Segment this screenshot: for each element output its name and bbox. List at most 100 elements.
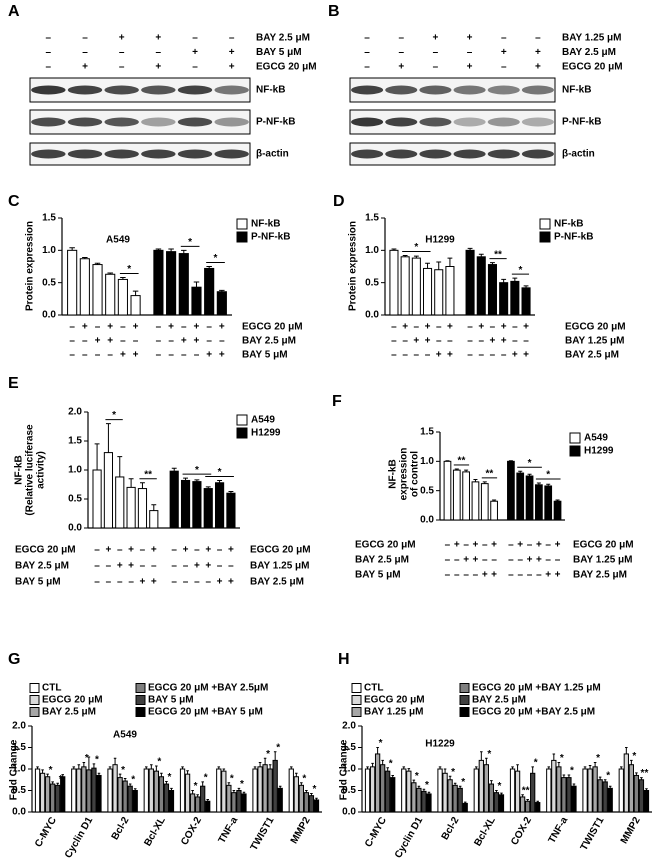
treatment-sign: + — [535, 47, 541, 58]
legend-label: BAY 5 μM — [148, 695, 194, 706]
x-tick-label: Cyclin D1 — [393, 815, 426, 860]
error-bar — [206, 799, 209, 802]
bar — [571, 785, 577, 813]
bar — [561, 777, 567, 813]
y-axis-label: Fold Change — [339, 739, 350, 800]
condition-label: BAY 1.25 μM — [250, 561, 309, 572]
x-tick-label: TWIST1 — [249, 815, 277, 853]
condition-label: BAY 2.5 μM — [565, 350, 619, 361]
bar — [364, 768, 371, 813]
bar — [267, 768, 273, 813]
error-bar — [94, 262, 101, 265]
error-bar — [145, 766, 148, 769]
error-bar — [151, 504, 157, 511]
significance-label: * — [85, 753, 89, 764]
error-bar — [386, 767, 389, 772]
condition-sign: – — [156, 336, 162, 347]
bar — [447, 779, 453, 813]
bar — [499, 282, 509, 316]
bar — [556, 766, 562, 813]
condition-sign: – — [545, 540, 551, 551]
condition-sign: – — [95, 350, 101, 361]
legend-label: CTL — [42, 683, 61, 694]
bar — [148, 768, 154, 813]
treatment-sign: + — [501, 47, 507, 58]
panel-letter: C — [8, 193, 20, 210]
bar — [91, 767, 97, 813]
treatment-sign: – — [82, 47, 88, 58]
band — [521, 149, 554, 159]
bar — [226, 492, 236, 529]
treatment-sign: + — [432, 33, 438, 44]
significance-label: * — [528, 458, 532, 469]
error-bar — [263, 757, 267, 765]
error-bar — [87, 756, 91, 770]
error-bar — [453, 782, 457, 786]
condition-sign: – — [133, 336, 139, 347]
error-bar — [196, 794, 199, 797]
condition-sign: + — [413, 336, 419, 347]
treatment-sign: – — [398, 33, 404, 44]
error-bar — [123, 777, 127, 782]
error-bar — [485, 757, 488, 765]
panel-letter: B — [328, 3, 340, 20]
y-tick-label: 0.0 — [12, 807, 26, 818]
legend-label: EGCG 20 μM +BAY 1.25 μM — [472, 683, 601, 694]
condition-sign: + — [181, 336, 187, 347]
significance-label: ** — [144, 469, 152, 480]
condition-sign: – — [156, 322, 162, 333]
legend-swatch — [569, 445, 581, 457]
treatment-label: BAY 2.5 μM — [562, 47, 616, 58]
bar — [592, 766, 598, 813]
error-bar — [193, 281, 200, 288]
legend-swatch — [236, 231, 248, 243]
bar — [406, 770, 412, 813]
condition-sign: – — [508, 570, 514, 581]
chart-title: H1229 — [425, 739, 455, 750]
bar — [488, 783, 495, 813]
x-tick-label: TWIST1 — [579, 815, 607, 853]
condition-sign: – — [414, 350, 420, 361]
treatment-label: BAY 1.25 μM — [562, 33, 621, 44]
bar — [369, 766, 376, 813]
error-bar — [273, 751, 277, 761]
significance-label: * — [414, 242, 418, 253]
error-bar — [381, 759, 384, 765]
error-bar — [572, 783, 576, 787]
condition-sign: – — [117, 577, 123, 588]
condition-sign: – — [194, 350, 200, 361]
condition-sign: – — [402, 336, 408, 347]
legend-label: BAY 2.5 μM — [472, 695, 526, 706]
condition-sign: – — [156, 350, 162, 361]
significance-label: * — [121, 765, 125, 776]
error-bar — [422, 788, 426, 792]
bar — [401, 768, 407, 813]
treatment-sign: – — [501, 33, 507, 44]
treatment-label: BAY 5 μM — [256, 47, 302, 58]
error-bar — [139, 482, 145, 489]
bar — [442, 772, 448, 813]
legend-swatch — [351, 707, 362, 717]
error-bar — [562, 774, 566, 778]
bar — [81, 766, 87, 813]
y-tick-label: 0.0 — [42, 310, 56, 321]
error-bar — [620, 766, 623, 769]
significance-label: * — [534, 757, 538, 768]
treatment-sign: + — [155, 62, 161, 73]
error-bar — [458, 785, 462, 789]
error-bar — [531, 766, 534, 774]
bar — [96, 774, 102, 813]
error-bar — [557, 762, 561, 767]
bar — [200, 785, 206, 813]
bar — [115, 476, 125, 529]
condition-sign: – — [467, 322, 473, 333]
condition-sign: + — [425, 336, 431, 347]
bar — [272, 759, 278, 813]
condition-sign: – — [501, 350, 507, 361]
error-bar — [500, 792, 503, 795]
error-bar — [168, 248, 174, 252]
y-axis-label: Protein expression — [25, 221, 36, 311]
error-bar — [222, 768, 226, 772]
condition-label: BAY 2.5 μM — [250, 577, 304, 588]
